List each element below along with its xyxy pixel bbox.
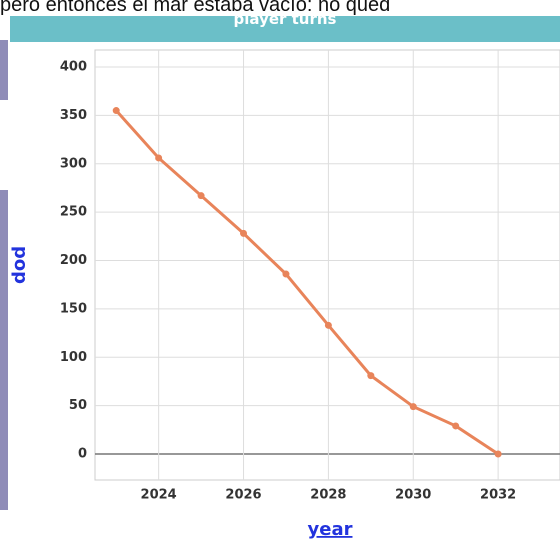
- x-tick-label: 2028: [310, 488, 346, 503]
- side-strip: [0, 40, 8, 100]
- plot-area: [94, 49, 560, 481]
- data-point: [282, 270, 290, 278]
- y-tick-label: 100: [60, 350, 87, 365]
- x-tick-label: 2030: [395, 488, 431, 503]
- data-point: [197, 192, 205, 200]
- data-point: [112, 107, 120, 115]
- data-point: [452, 422, 460, 430]
- data-point: [494, 450, 502, 458]
- y-tick-label: 150: [60, 301, 87, 316]
- x-tick-label: 2032: [480, 488, 516, 503]
- y-tick-label: 0: [78, 447, 87, 462]
- x-tick-label: 2026: [225, 488, 261, 503]
- data-point: [367, 372, 375, 380]
- caption: pero entonces el mar estaba vacío: no qu…: [0, 0, 391, 16]
- side-strip: [0, 190, 8, 510]
- header-bar: player turns: [10, 16, 560, 42]
- data-point: [155, 154, 163, 162]
- x-tick-label: 2024: [141, 488, 177, 503]
- data-point: [409, 403, 417, 411]
- y-tick-label: 300: [60, 156, 87, 171]
- data-line: [115, 109, 499, 456]
- y-axis-label: pop: [10, 246, 31, 284]
- data-point: [240, 229, 248, 237]
- y-tick-label: 250: [60, 205, 87, 220]
- data-point: [324, 321, 332, 329]
- y-tick-label: 400: [60, 60, 87, 75]
- y-tick-label: 350: [60, 108, 87, 123]
- x-axis-label: year: [308, 519, 353, 540]
- header-title: player turns: [233, 16, 337, 28]
- y-tick-label: 50: [69, 398, 87, 413]
- y-tick-label: 200: [60, 253, 87, 268]
